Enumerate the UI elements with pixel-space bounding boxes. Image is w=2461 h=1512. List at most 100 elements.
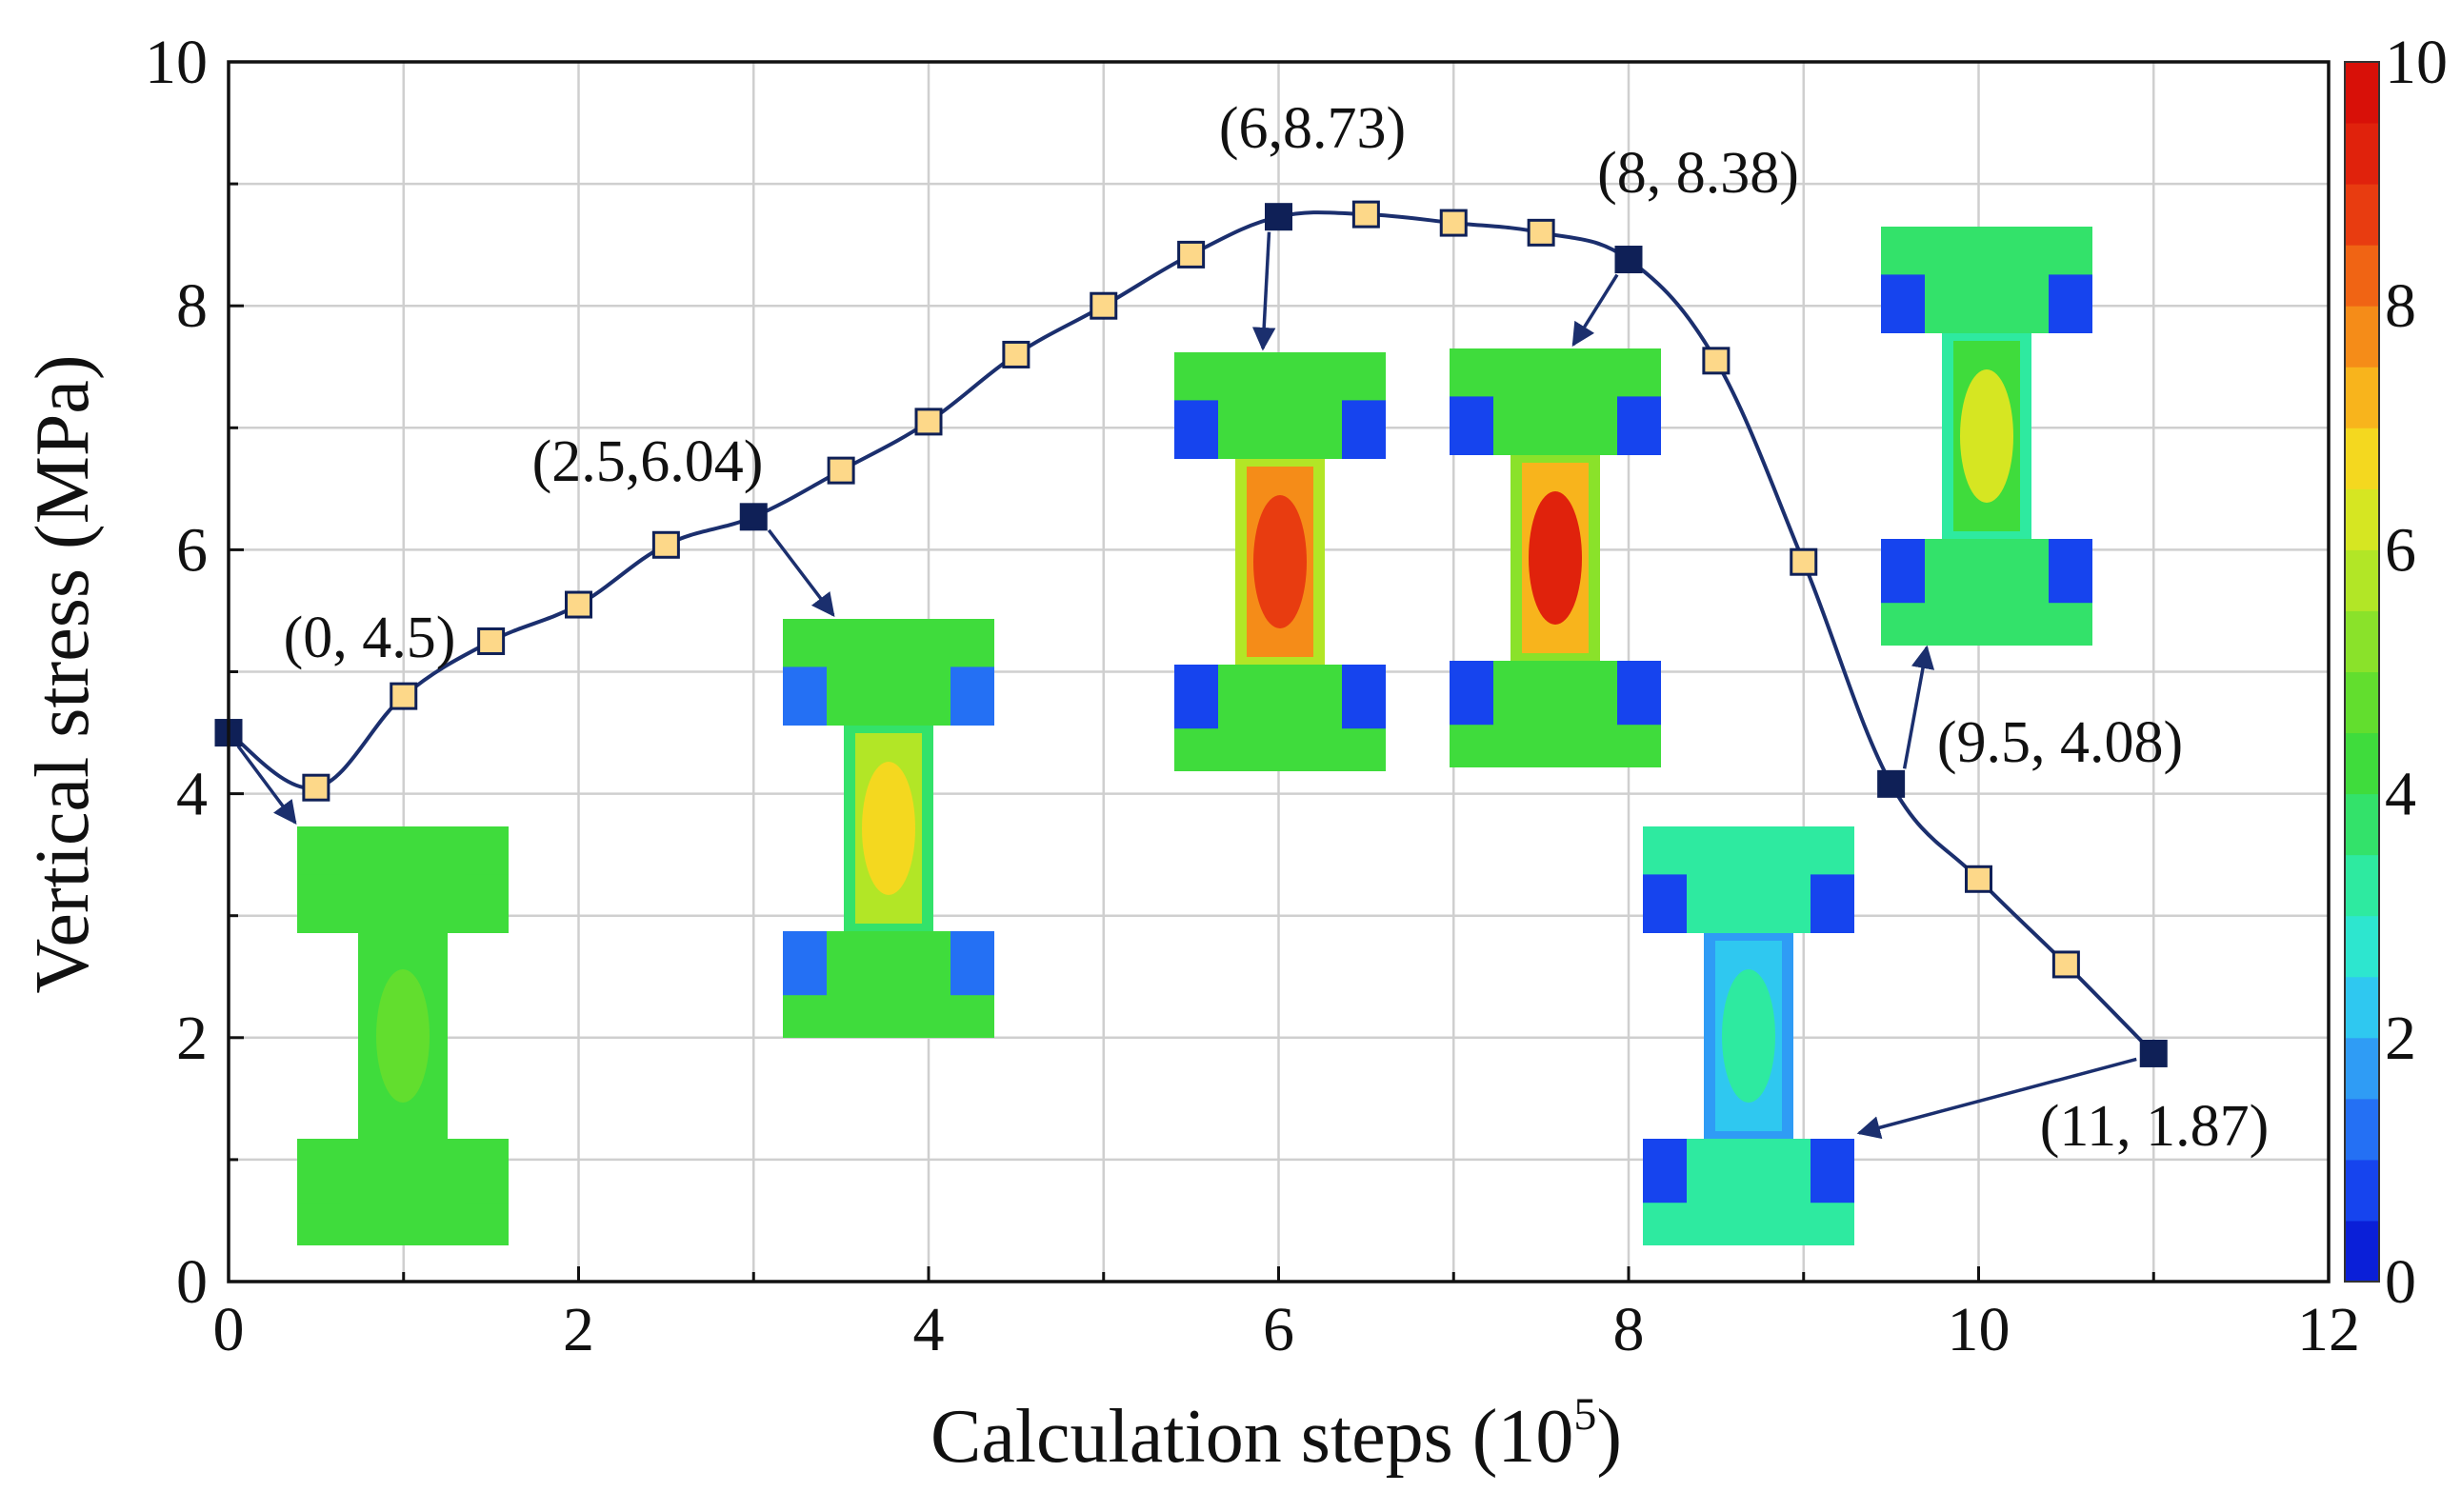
- key-point-marker: [739, 503, 768, 531]
- data-point-marker: [1702, 347, 1731, 375]
- key-point-marker: [1265, 203, 1292, 231]
- flange-corner: [950, 666, 994, 726]
- colorbar-tick-label: 8: [2385, 271, 2416, 341]
- y-tick-label: 2: [176, 1004, 208, 1073]
- colorbar-segment: [2345, 610, 2379, 672]
- flange-corner: [1811, 1139, 1854, 1204]
- text-layer: 0 2 4 6 8 10 12 0 2 4 6 8 10 (0, 4.5) (2.5,6.04) (6,8.7…: [145, 28, 2360, 1364]
- annotation-arrow: [1902, 645, 1935, 769]
- flange-corner: [465, 874, 509, 933]
- flange-corner: [783, 666, 827, 726]
- x-tick-label: 6: [1263, 1295, 1294, 1364]
- flange-corner: [1450, 661, 1493, 726]
- x-tick-label: 4: [913, 1295, 945, 1364]
- key-point-marker: [2139, 1039, 2168, 1067]
- data-point-marker: [565, 590, 592, 619]
- colorbar-segment: [2345, 732, 2379, 795]
- flange-corner: [1881, 539, 1925, 604]
- flange-corner: [1617, 661, 1661, 726]
- colorbar-tick-label: 10: [2385, 28, 2448, 97]
- colorbar-segment: [2345, 1159, 2379, 1222]
- colorbar-segment: [2345, 184, 2379, 246]
- flange-corner: [783, 931, 827, 996]
- flange-corner: [950, 931, 994, 996]
- flange-corner: [465, 1139, 509, 1204]
- key-point-label: (9.5, 4.08): [1937, 710, 2183, 775]
- data-point-marker: [1439, 209, 1468, 237]
- stress-contour-step-9: [1643, 826, 1854, 1245]
- x-tick-label: 2: [563, 1295, 594, 1364]
- colorbar-tick-label: 0: [2385, 1247, 2416, 1317]
- flange-corner: [1643, 1139, 1687, 1204]
- data-point-marker: [914, 408, 943, 436]
- colorbar-segment: [2345, 793, 2379, 856]
- data-point-marker: [1177, 240, 1206, 269]
- colorbar-border: [2344, 61, 2380, 1283]
- key-point-label: (2.5,6.04): [532, 429, 764, 494]
- key-point-marker: [1614, 246, 1643, 274]
- colorbar-segment: [2345, 1098, 2379, 1161]
- colorbar-segment: [2345, 123, 2379, 185]
- data-point-marker: [390, 682, 418, 710]
- data-point-marker: [477, 627, 506, 655]
- colorbar-segment: [2345, 671, 2379, 734]
- flange-corner: [1342, 665, 1386, 729]
- y-tick-label: 6: [176, 515, 208, 585]
- data-point-marker: [1090, 291, 1118, 320]
- data-point-marker: [1790, 547, 1818, 576]
- annotation-arrow: [236, 745, 297, 825]
- y-axis-title: Vertical stress (MPa): [21, 355, 105, 994]
- web-hotspot: [1722, 969, 1775, 1103]
- colorbar-tick-label: 6: [2385, 515, 2416, 585]
- colorbar-segment: [2345, 428, 2379, 489]
- data-point-marker: [827, 456, 855, 485]
- stress-contour-step-9.5: [1881, 227, 2092, 646]
- x-tick-label: 10: [1948, 1295, 2011, 1364]
- key-point-label: (11, 1.87): [2040, 1094, 2270, 1159]
- stress-contour-step-0.5: [297, 826, 509, 1245]
- y-tick-label: 0: [176, 1247, 208, 1317]
- flange-corner: [1450, 396, 1493, 455]
- stress-contour-insets: [297, 227, 2092, 1245]
- web-hotspot: [862, 762, 915, 895]
- colorbar-segment: [2345, 976, 2379, 1039]
- flange-corner: [1617, 396, 1661, 455]
- colorbar-segment: [2345, 1037, 2379, 1100]
- data-point-marker: [651, 530, 680, 559]
- y-tick-label: 10: [145, 28, 208, 97]
- flange-corner: [2049, 539, 2092, 604]
- web-hotspot: [376, 969, 430, 1103]
- data-point-marker: [1965, 865, 1992, 893]
- flange-corner: [1174, 665, 1218, 729]
- annotation-arrow: [767, 528, 835, 617]
- data-point-marker: [1527, 218, 1555, 247]
- x-tick-label: 12: [2297, 1295, 2360, 1364]
- y-tick-label: 4: [176, 760, 208, 829]
- colorbar-segment: [2345, 854, 2379, 917]
- stress-contour-step-3.5: [783, 619, 994, 1038]
- flange-corner: [1881, 274, 1925, 333]
- axis-ticks: [227, 60, 2331, 1283]
- key-point-label: (6,8.73): [1219, 96, 1406, 161]
- x-tick-label: 0: [213, 1295, 245, 1364]
- key-point-marker: [1877, 769, 1906, 798]
- colorbar: 0 2 4 6 8 10: [2344, 28, 2448, 1317]
- colorbar-segment: [2345, 1220, 2379, 1283]
- data-point-marker: [1002, 340, 1030, 368]
- colorbar-segment: [2345, 367, 2379, 428]
- annotation-arrows: [236, 231, 2137, 1140]
- colorbar-segment: [2345, 488, 2379, 550]
- colorbar-tick-label: 2: [2385, 1004, 2416, 1073]
- key-point-label: (0, 4.5): [284, 606, 456, 670]
- web-hotspot: [1960, 369, 2013, 503]
- key-point-label: (8, 8.38): [1597, 141, 1799, 206]
- web-hotspot: [1529, 491, 1582, 625]
- flange-corner: [1643, 874, 1687, 933]
- stress-contour-step-6: [1174, 352, 1386, 771]
- data-point-marker: [302, 773, 330, 802]
- data-point-marker: [2051, 950, 2080, 979]
- colorbar-segment: [2345, 549, 2379, 611]
- colorbar-segment: [2345, 62, 2379, 124]
- colorbar-segment: [2345, 245, 2379, 307]
